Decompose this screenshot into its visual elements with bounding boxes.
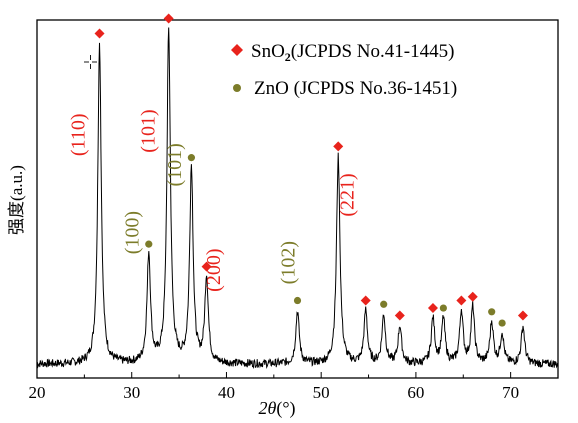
sno2-peak-marker-6 [333,141,344,152]
hkl-label-5: (102) [278,241,300,284]
sno2-peak-marker-10 [427,303,438,314]
x-tick-label-50: 50 [313,383,330,402]
hkl-label-4: (200) [203,248,225,291]
sno2-peak-marker-9 [394,310,405,321]
hkl-label-3: (101) [164,143,186,186]
legend: SnO2(JCPDS No.41-1445) ZnO (JCPDS No.36-… [231,41,457,99]
x-axis-ticks: 20 30 40 50 60 70 [29,372,559,402]
sno2-peak-marker-0 [94,28,105,39]
zno-peak-marker-14 [488,308,496,316]
zno-peak-marker-11 [439,304,447,312]
hkl-label-0: (110) [67,114,89,157]
sno2-peak-marker-13 [467,291,478,302]
zno-peak-marker-5 [293,296,302,305]
x-tick-label-70: 70 [502,383,519,402]
peak-marker-layer [94,13,528,327]
zno-peak-marker-15 [498,319,506,327]
hkl-label-6: (221) [336,173,358,216]
legend-zno-label: ZnO (JCPDS No.36-1451) [254,78,457,99]
hkl-label-1: (100) [121,211,143,254]
sno2-peak-marker-2 [163,13,174,24]
legend-zno-circle-icon [233,84,241,92]
legend-sno2-label: SnO2(JCPDS No.41-1445) [251,41,454,64]
x-tick-label-30: 30 [123,383,140,402]
legend-sno2-diamond-icon [231,44,243,56]
x-tick-label-60: 60 [407,383,424,402]
plot-frame [36,19,559,379]
zno-peak-marker-8 [380,300,388,308]
x-tick-label-20: 20 [29,383,46,402]
sno2-peak-marker-12 [456,295,467,306]
hkl-annotation-layer: (110) (100) (101)(101) (200) (102) (221) [67,109,358,291]
hkl-label-2: (101) [137,109,159,152]
sno2-peak-marker-7 [360,295,371,306]
sno2-peak-marker-4 [201,261,212,272]
crosshair-cursor-icon [84,55,97,69]
x-axis-label: 2θ(°) [258,398,295,419]
sno2-peak-marker-16 [517,310,528,321]
zno-peak-marker-3 [187,154,196,162]
xrd-curve-layer [36,27,559,370]
x-tick-label-40: 40 [218,383,235,402]
xrd-pattern-line [36,27,559,370]
y-axis-label: 强度(a.u.) [7,165,26,235]
zno-peak-marker-1 [145,240,153,248]
